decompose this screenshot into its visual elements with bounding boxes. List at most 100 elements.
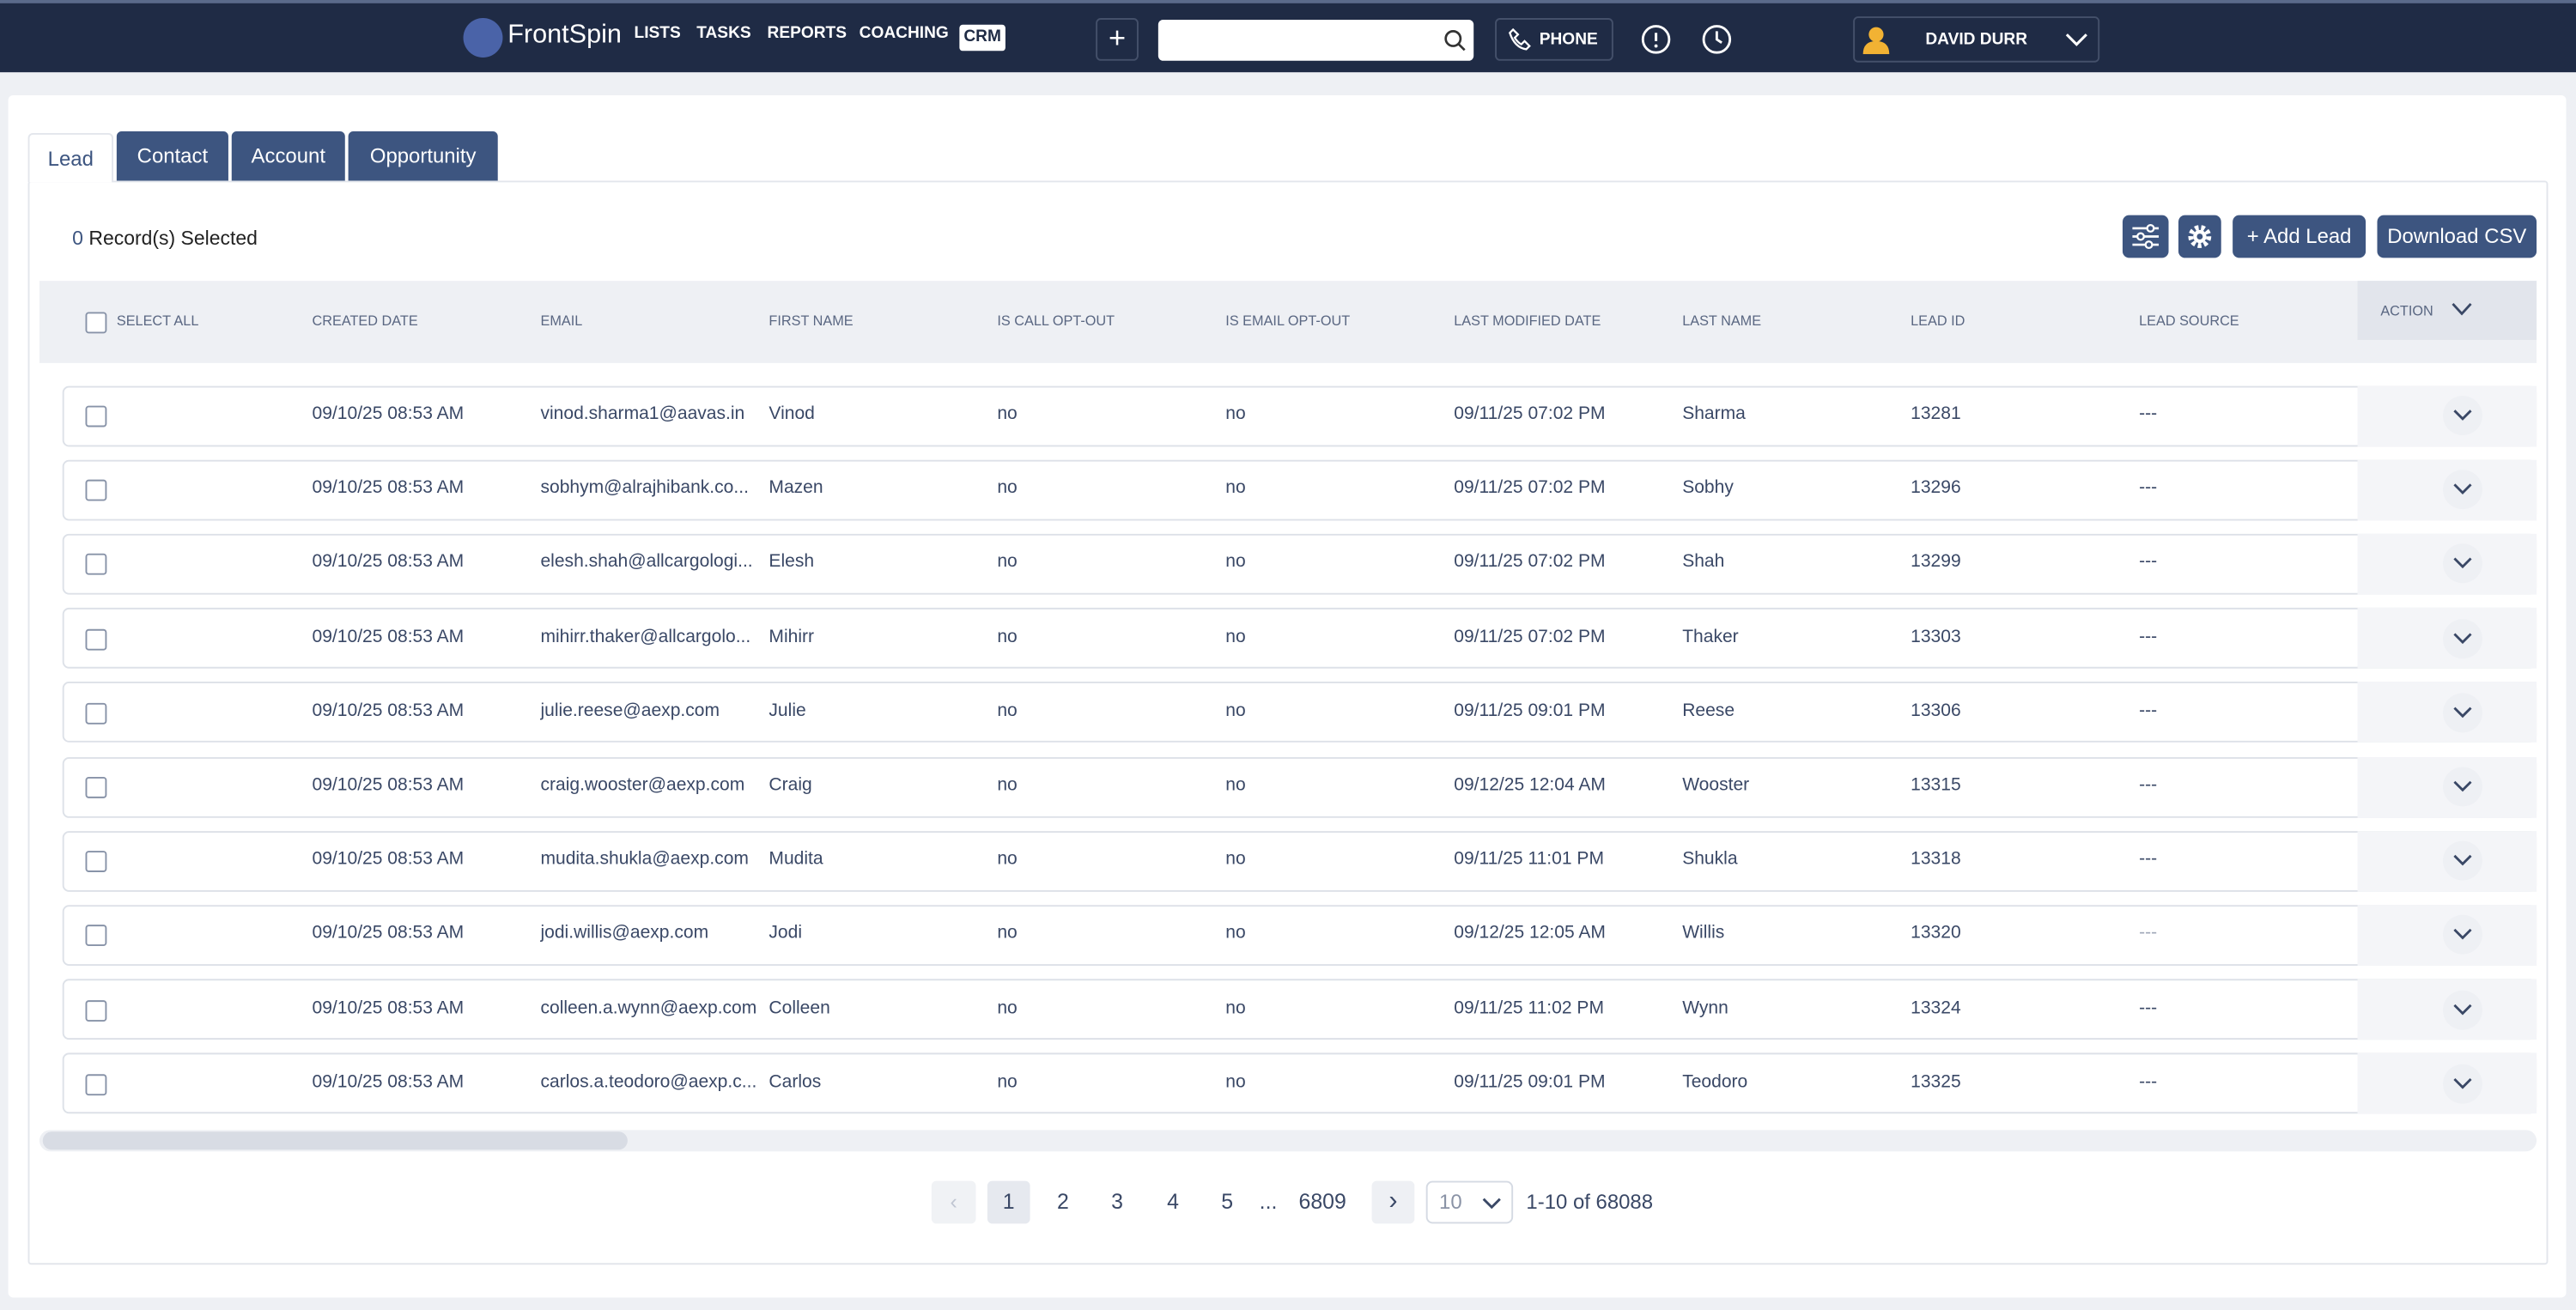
table-cell: no xyxy=(997,924,1018,943)
action-button[interactable] xyxy=(2443,767,2482,807)
action-button[interactable] xyxy=(2443,396,2482,436)
column-header[interactable]: IS EMAIL OPT-OUT xyxy=(1225,312,1351,329)
table-cell: --- xyxy=(2139,775,2158,796)
user-name: DAVID DURR xyxy=(1925,31,2028,50)
selection-count: 0 xyxy=(72,227,83,250)
action-header-chevron[interactable] xyxy=(2451,302,2473,317)
column-header[interactable]: LEAD SOURCE xyxy=(2139,312,2239,329)
search-input[interactable] xyxy=(1157,19,1474,61)
last-page[interactable]: 6809 xyxy=(1298,1189,1346,1214)
table-cell: 09/12/25 12:05 AM xyxy=(1454,924,1606,943)
table-cell: elesh.shah@allcargologi... xyxy=(540,552,753,573)
chevron-icon xyxy=(2453,780,2472,792)
column-header[interactable]: CREATED DATE xyxy=(312,312,418,329)
page-button[interactable]: 4 xyxy=(1167,1189,1179,1214)
table-row[interactable] xyxy=(62,682,2537,743)
chevron-icon xyxy=(2453,483,2472,495)
gear-icon xyxy=(2188,225,2212,248)
row-checkbox[interactable] xyxy=(85,480,107,501)
row-checkbox[interactable] xyxy=(85,1073,107,1095)
table-row[interactable] xyxy=(62,905,2537,966)
brand[interactable]: FrontSpin xyxy=(507,21,622,50)
row-checkbox[interactable] xyxy=(85,999,107,1022)
row-checkbox[interactable] xyxy=(85,851,107,873)
row-checkbox[interactable] xyxy=(85,405,107,428)
table-cell: 13325 xyxy=(1911,1071,1961,1092)
row-checkbox[interactable] xyxy=(85,554,107,576)
user-menu[interactable]: DAVID DURR xyxy=(1853,16,2100,63)
action-button[interactable] xyxy=(2443,915,2482,955)
table-cell: 09/11/25 09:01 PM xyxy=(1454,1071,1606,1092)
table-cell: 13303 xyxy=(1911,627,1961,647)
action-button[interactable] xyxy=(2443,693,2482,732)
nav-link[interactable]: REPORTS xyxy=(767,24,847,43)
table-cell: 09/10/25 08:53 AM xyxy=(312,552,465,573)
table-cell: Carlos xyxy=(769,1071,822,1092)
row-checkbox[interactable] xyxy=(85,628,107,650)
action-button[interactable] xyxy=(2443,618,2482,658)
action-button[interactable] xyxy=(2443,989,2482,1029)
chevron-icon xyxy=(2453,1077,2472,1089)
column-header[interactable]: LEAD ID xyxy=(1911,312,1965,329)
table-cell: --- xyxy=(2139,849,2158,870)
action-button[interactable] xyxy=(2443,470,2482,510)
table-cell: Sobhy xyxy=(1682,478,1734,499)
table-row[interactable] xyxy=(62,979,2537,1040)
page-button[interactable]: 2 xyxy=(1056,1189,1069,1214)
history-icon[interactable] xyxy=(1700,23,1733,56)
column-header[interactable]: LAST NAME xyxy=(1682,312,1762,329)
logo-icon[interactable] xyxy=(463,18,503,58)
action-button[interactable] xyxy=(2443,840,2482,881)
alert-icon[interactable] xyxy=(1639,23,1672,56)
table-cell: 09/10/25 08:53 AM xyxy=(312,924,465,943)
page-button[interactable]: 5 xyxy=(1221,1189,1234,1214)
table-row[interactable] xyxy=(62,756,2537,817)
page-size-select[interactable]: 10 xyxy=(1425,1180,1514,1224)
tab[interactable]: Opportunity xyxy=(348,131,498,181)
tab[interactable]: Lead xyxy=(27,132,114,183)
table-cell: no xyxy=(1225,924,1246,943)
row-checkbox[interactable] xyxy=(85,702,107,725)
scrollbar-thumb[interactable] xyxy=(42,1131,628,1150)
table-row[interactable] xyxy=(62,830,2537,892)
select-all-checkbox[interactable] xyxy=(85,312,107,334)
add-button[interactable]: + xyxy=(1096,18,1139,61)
table-cell: 09/10/25 08:53 AM xyxy=(312,849,465,870)
nav-link[interactable]: COACHING xyxy=(859,24,949,43)
phone-button[interactable]: PHONE xyxy=(1495,18,1613,61)
filter-button[interactable] xyxy=(2122,215,2169,258)
crm-badge[interactable]: CRM xyxy=(959,24,1005,52)
settings-button[interactable] xyxy=(2178,215,2221,258)
row-checkbox[interactable] xyxy=(85,776,107,798)
next-page[interactable]: › xyxy=(1371,1180,1415,1224)
action-button[interactable] xyxy=(2443,1064,2482,1104)
table-row[interactable] xyxy=(62,608,2537,669)
nav-link[interactable]: TASKS xyxy=(696,24,751,43)
table-cell: --- xyxy=(2139,552,2158,573)
filter-icon xyxy=(2132,223,2160,250)
table-cell: Sharma xyxy=(1682,403,1746,424)
column-header[interactable]: LAST MODIFIED DATE xyxy=(1454,312,1601,329)
plus-icon: + xyxy=(2246,225,2264,248)
action-button[interactable] xyxy=(2443,544,2482,584)
table-cell: --- xyxy=(2139,403,2158,424)
table-row[interactable] xyxy=(62,385,2537,446)
nav-link[interactable]: LISTS xyxy=(634,24,681,43)
row-checkbox[interactable] xyxy=(85,925,107,947)
column-header[interactable]: SELECT ALL xyxy=(116,312,199,329)
table-row[interactable] xyxy=(62,533,2537,595)
table-cell: 09/11/25 07:02 PM xyxy=(1454,478,1606,499)
page-button[interactable]: 1 xyxy=(987,1180,1030,1224)
column-header[interactable]: EMAIL xyxy=(540,312,583,329)
download-button[interactable]: Download CSV xyxy=(2377,215,2537,258)
table-row[interactable] xyxy=(62,459,2537,520)
column-header[interactable]: ACTION xyxy=(2380,302,2433,319)
tab[interactable]: Account xyxy=(231,131,345,181)
prev-page[interactable]: ‹ xyxy=(931,1180,976,1224)
table-row[interactable] xyxy=(62,1052,2537,1114)
add-lead-button[interactable]: + Add Lead xyxy=(2233,215,2366,258)
page-button[interactable]: 3 xyxy=(1111,1189,1123,1214)
column-header[interactable]: IS CALL OPT-OUT xyxy=(997,312,1115,329)
tab[interactable]: Contact xyxy=(116,131,228,181)
column-header[interactable]: FIRST NAME xyxy=(769,312,854,329)
